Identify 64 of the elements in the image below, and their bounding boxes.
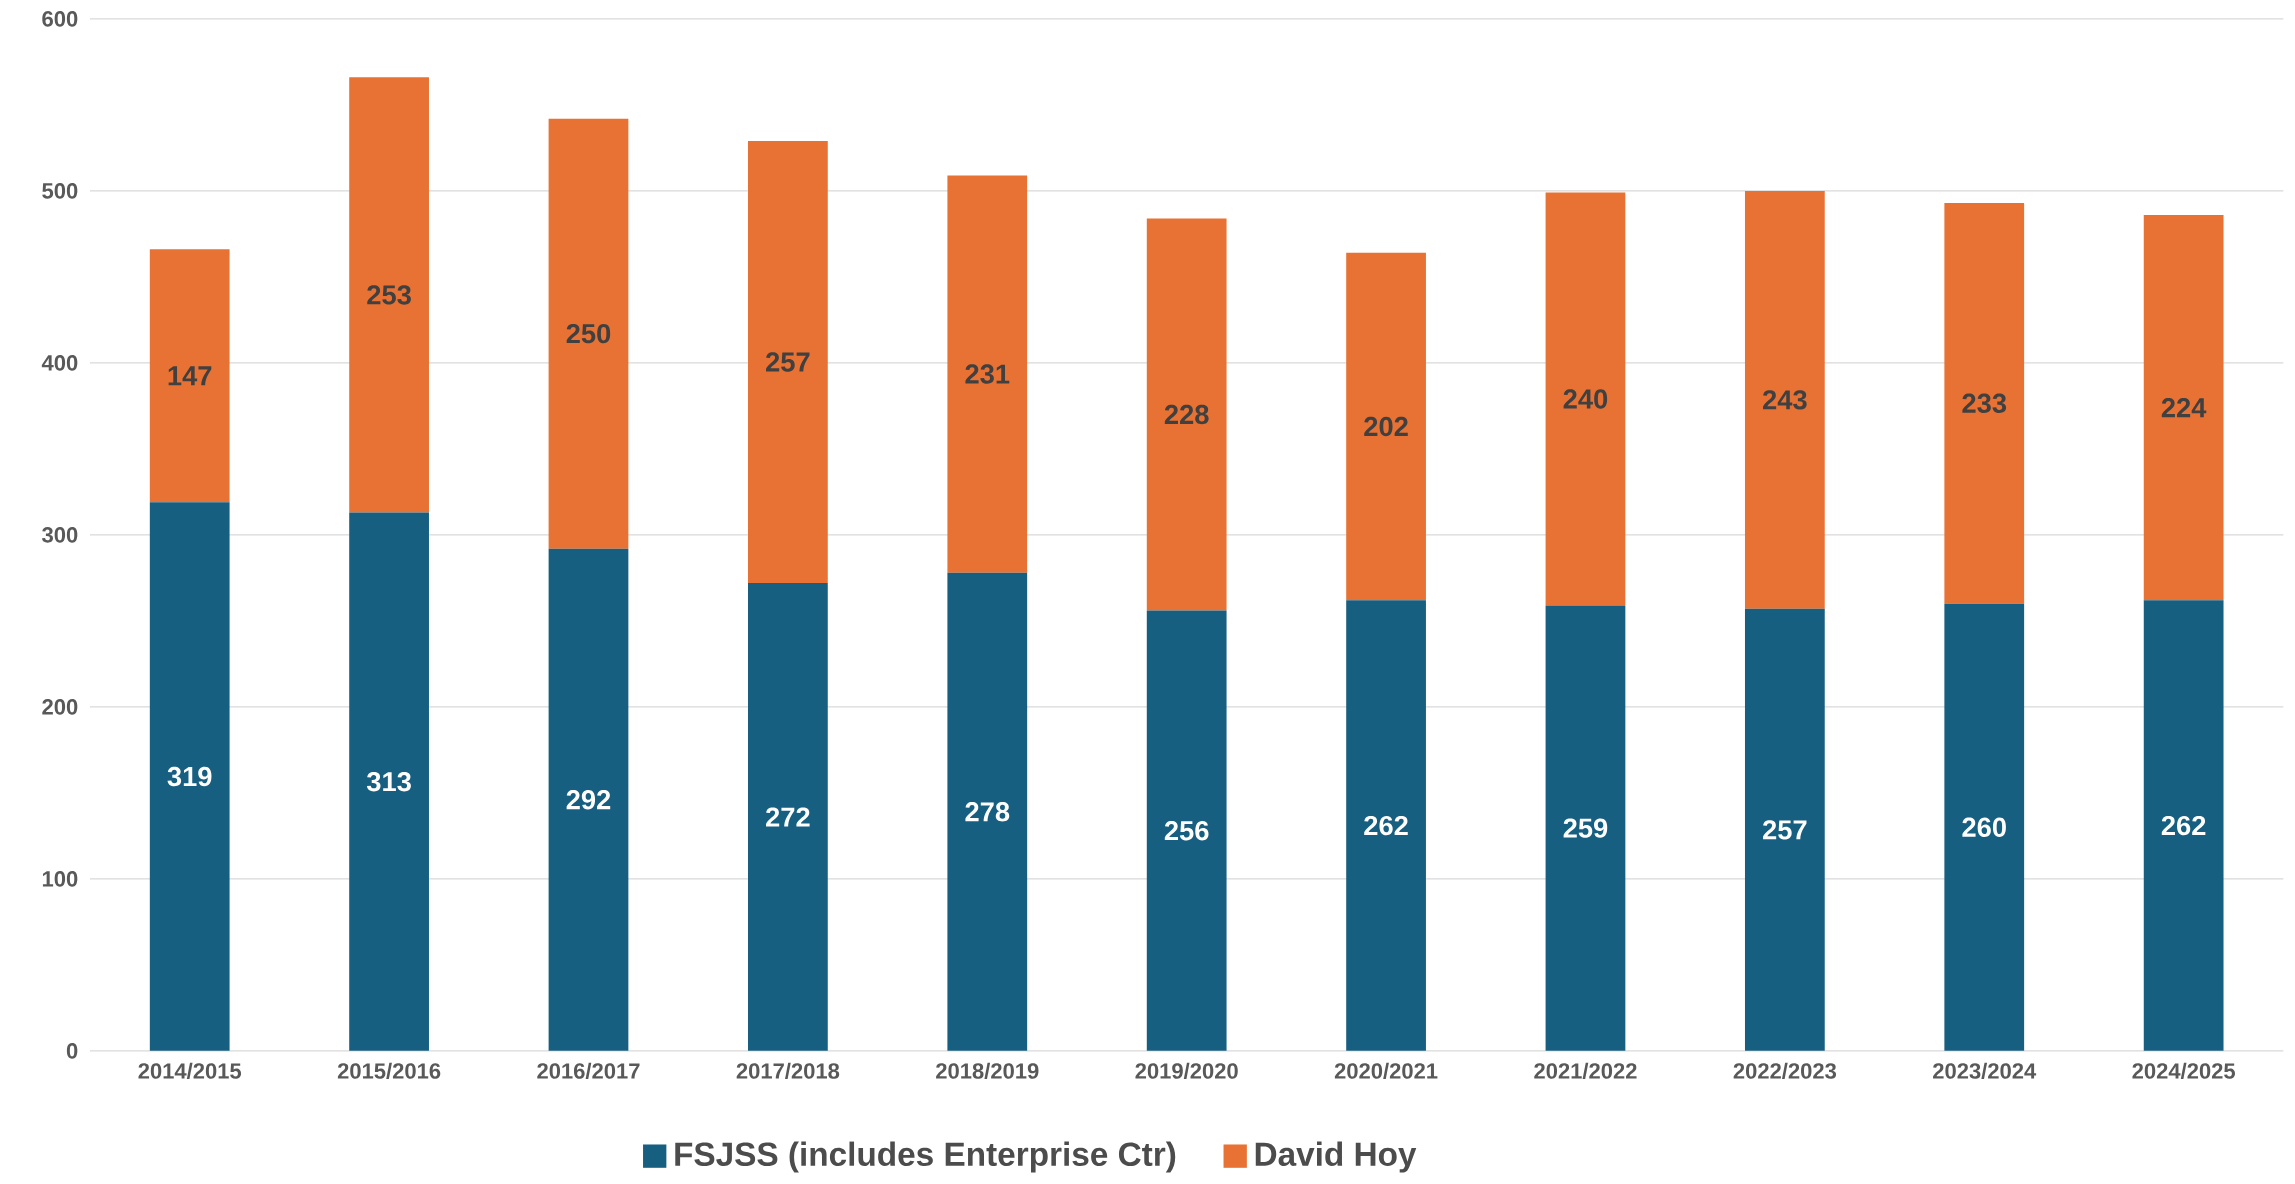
bar (1346, 252, 1426, 601)
bar (548, 118, 629, 549)
data-label: 278 (965, 802, 1010, 822)
y-tick-label: 0 (66, 1043, 78, 1059)
bar (947, 572, 1028, 1051)
x-tick-label: 2017/2018 (736, 1062, 840, 1079)
y-tick-label: 300 (42, 527, 78, 543)
data-label: 272 (766, 807, 810, 827)
bar (1346, 600, 1426, 1051)
bar (748, 583, 828, 1051)
bar (2143, 600, 2224, 1051)
y-tick-label: 500 (42, 183, 78, 199)
x-tick-label: 2019/2020 (1135, 1062, 1238, 1079)
x-tick-label: 2015/2016 (337, 1062, 441, 1079)
data-label: 233 (1962, 393, 2007, 413)
x-tick-label: 2022/2023 (1733, 1062, 1837, 1079)
data-label: 202 (1364, 416, 1408, 437)
data-label: 313 (366, 771, 411, 792)
data-label: 259 (1563, 818, 1608, 838)
data-label: 231 (965, 364, 1010, 384)
data-label: 257 (766, 352, 810, 372)
x-tick-label: 2020/2021 (1334, 1062, 1438, 1079)
legend-label: David Hoy (1255, 1141, 1417, 1173)
bar (149, 249, 230, 503)
bar (1146, 218, 1227, 611)
bar (349, 77, 429, 513)
data-label: 260 (1962, 817, 2006, 837)
bar (349, 512, 429, 1051)
bar (1944, 603, 2025, 1051)
y-tick-label: 600 (42, 11, 78, 27)
x-tick-label: 2024/2025 (2132, 1062, 2235, 1079)
data-label: 256 (1164, 821, 1209, 841)
data-label: 250 (566, 323, 611, 344)
data-label: 292 (566, 790, 611, 810)
data-label: 262 (1364, 815, 1408, 836)
x-tick-label: 2018/2019 (936, 1062, 1039, 1079)
data-label: 257 (1763, 820, 1807, 840)
x-tick-label: 2016/2017 (537, 1062, 640, 1079)
data-label: 243 (1763, 390, 1807, 410)
legend-label: FSJSS (includes Enterprise Ctr) (675, 1141, 1176, 1173)
y-tick-label: 200 (42, 699, 78, 715)
y-tick-label: 100 (42, 871, 78, 887)
data-label: 319 (167, 766, 212, 787)
bar (548, 548, 629, 1051)
bar (149, 502, 230, 1051)
bar (2143, 214, 2224, 601)
data-label: 147 (168, 366, 212, 386)
y-tick-label: 400 (41, 355, 78, 371)
data-label: 262 (2161, 815, 2206, 836)
bar (1744, 190, 1825, 609)
bar (1545, 192, 1626, 606)
x-tick-label: 2023/2024 (1933, 1062, 2037, 1079)
bar (1545, 605, 1626, 1051)
bar (748, 140, 828, 584)
x-tick-label: 2014/2015 (138, 1062, 242, 1079)
data-label: 240 (1563, 389, 1608, 409)
bar (947, 175, 1028, 573)
bar (1944, 202, 2025, 604)
x-tick-label: 2021/2022 (1534, 1062, 1637, 1079)
bar (1146, 610, 1227, 1051)
data-label: 224 (2161, 398, 2207, 418)
data-label: 253 (367, 285, 411, 305)
data-label: 228 (1164, 404, 1209, 425)
bar (1744, 608, 1825, 1051)
